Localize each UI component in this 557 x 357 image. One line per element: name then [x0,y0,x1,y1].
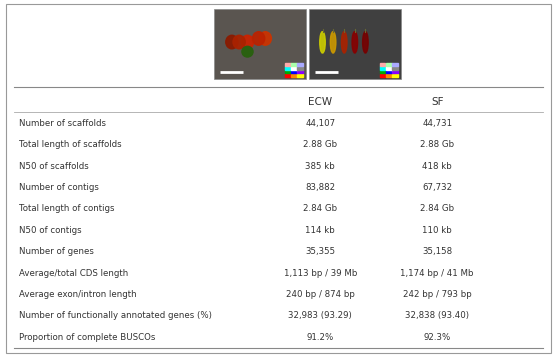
Ellipse shape [352,32,358,53]
Ellipse shape [242,46,253,57]
Text: 2.84 Gb: 2.84 Gb [303,204,338,213]
Bar [297,66,303,70]
Text: 1,113 bp / 39 Mb: 1,113 bp / 39 Mb [284,268,357,278]
Text: Average exon/intron length: Average exon/intron length [19,290,137,299]
Bar [392,63,398,66]
Text: 35,355: 35,355 [305,247,335,256]
Text: N50 of contigs: N50 of contigs [19,226,82,235]
Text: Number of contigs: Number of contigs [19,183,99,192]
Bar [380,63,385,66]
Text: N50 of scaffolds: N50 of scaffolds [19,161,89,171]
Bar [285,74,291,77]
Text: 385 kb: 385 kb [305,161,335,171]
Text: 32,983 (93.29): 32,983 (93.29) [289,311,352,321]
Text: 35,158: 35,158 [422,247,452,256]
Text: 242 bp / 793 bp: 242 bp / 793 bp [403,290,472,299]
Ellipse shape [341,32,347,53]
Bar [291,66,297,70]
Bar [380,74,385,77]
Text: 67,732: 67,732 [422,183,452,192]
Bar [297,63,303,66]
Text: 114 kb: 114 kb [305,226,335,235]
Bar [297,74,303,77]
Text: Total length of contigs: Total length of contigs [19,204,115,213]
Bar [309,9,401,79]
Bar [386,63,392,66]
Text: 240 bp / 874 bp: 240 bp / 874 bp [286,290,355,299]
Ellipse shape [259,32,271,45]
Bar [380,70,385,73]
Text: 92.3%: 92.3% [424,333,451,342]
Bar [214,9,306,79]
Ellipse shape [233,35,245,49]
Bar [386,70,392,73]
Text: 2.84 Gb: 2.84 Gb [420,204,455,213]
Text: 32,838 (93.40): 32,838 (93.40) [405,311,469,321]
Text: Number of functionally annotated genes (%): Number of functionally annotated genes (… [19,311,212,321]
Bar [392,74,398,77]
Bar [392,66,398,70]
Ellipse shape [363,32,368,53]
FancyBboxPatch shape [6,4,551,353]
Bar [380,66,385,70]
Text: 44,731: 44,731 [422,119,452,128]
Bar [386,74,392,77]
Bar [291,74,297,77]
Bar [291,63,297,66]
Text: Number of genes: Number of genes [19,247,94,256]
Bar [285,70,291,73]
Text: Total length of scaffolds: Total length of scaffolds [19,140,122,149]
Ellipse shape [226,35,238,49]
Text: Average/total CDS length: Average/total CDS length [19,268,129,278]
Text: 83,882: 83,882 [305,183,335,192]
Ellipse shape [320,32,325,53]
Text: SF: SF [431,97,443,107]
Text: 44,107: 44,107 [305,119,335,128]
Ellipse shape [241,35,253,49]
Text: Number of scaffolds: Number of scaffolds [19,119,106,128]
Text: 110 kb: 110 kb [422,226,452,235]
Ellipse shape [252,32,265,45]
Text: 418 kb: 418 kb [422,161,452,171]
Bar [297,70,303,73]
Text: Proportion of complete BUSCOs: Proportion of complete BUSCOs [19,333,156,342]
Bar [285,63,291,66]
Text: 1,174 bp / 41 Mb: 1,174 bp / 41 Mb [400,268,474,278]
Text: 2.88 Gb: 2.88 Gb [420,140,455,149]
Text: ECW: ECW [308,97,333,107]
Bar [392,70,398,73]
Text: 2.88 Gb: 2.88 Gb [303,140,338,149]
Bar [285,66,291,70]
Bar [386,66,392,70]
Text: 91.2%: 91.2% [307,333,334,342]
Ellipse shape [330,32,336,53]
Bar [291,70,297,73]
